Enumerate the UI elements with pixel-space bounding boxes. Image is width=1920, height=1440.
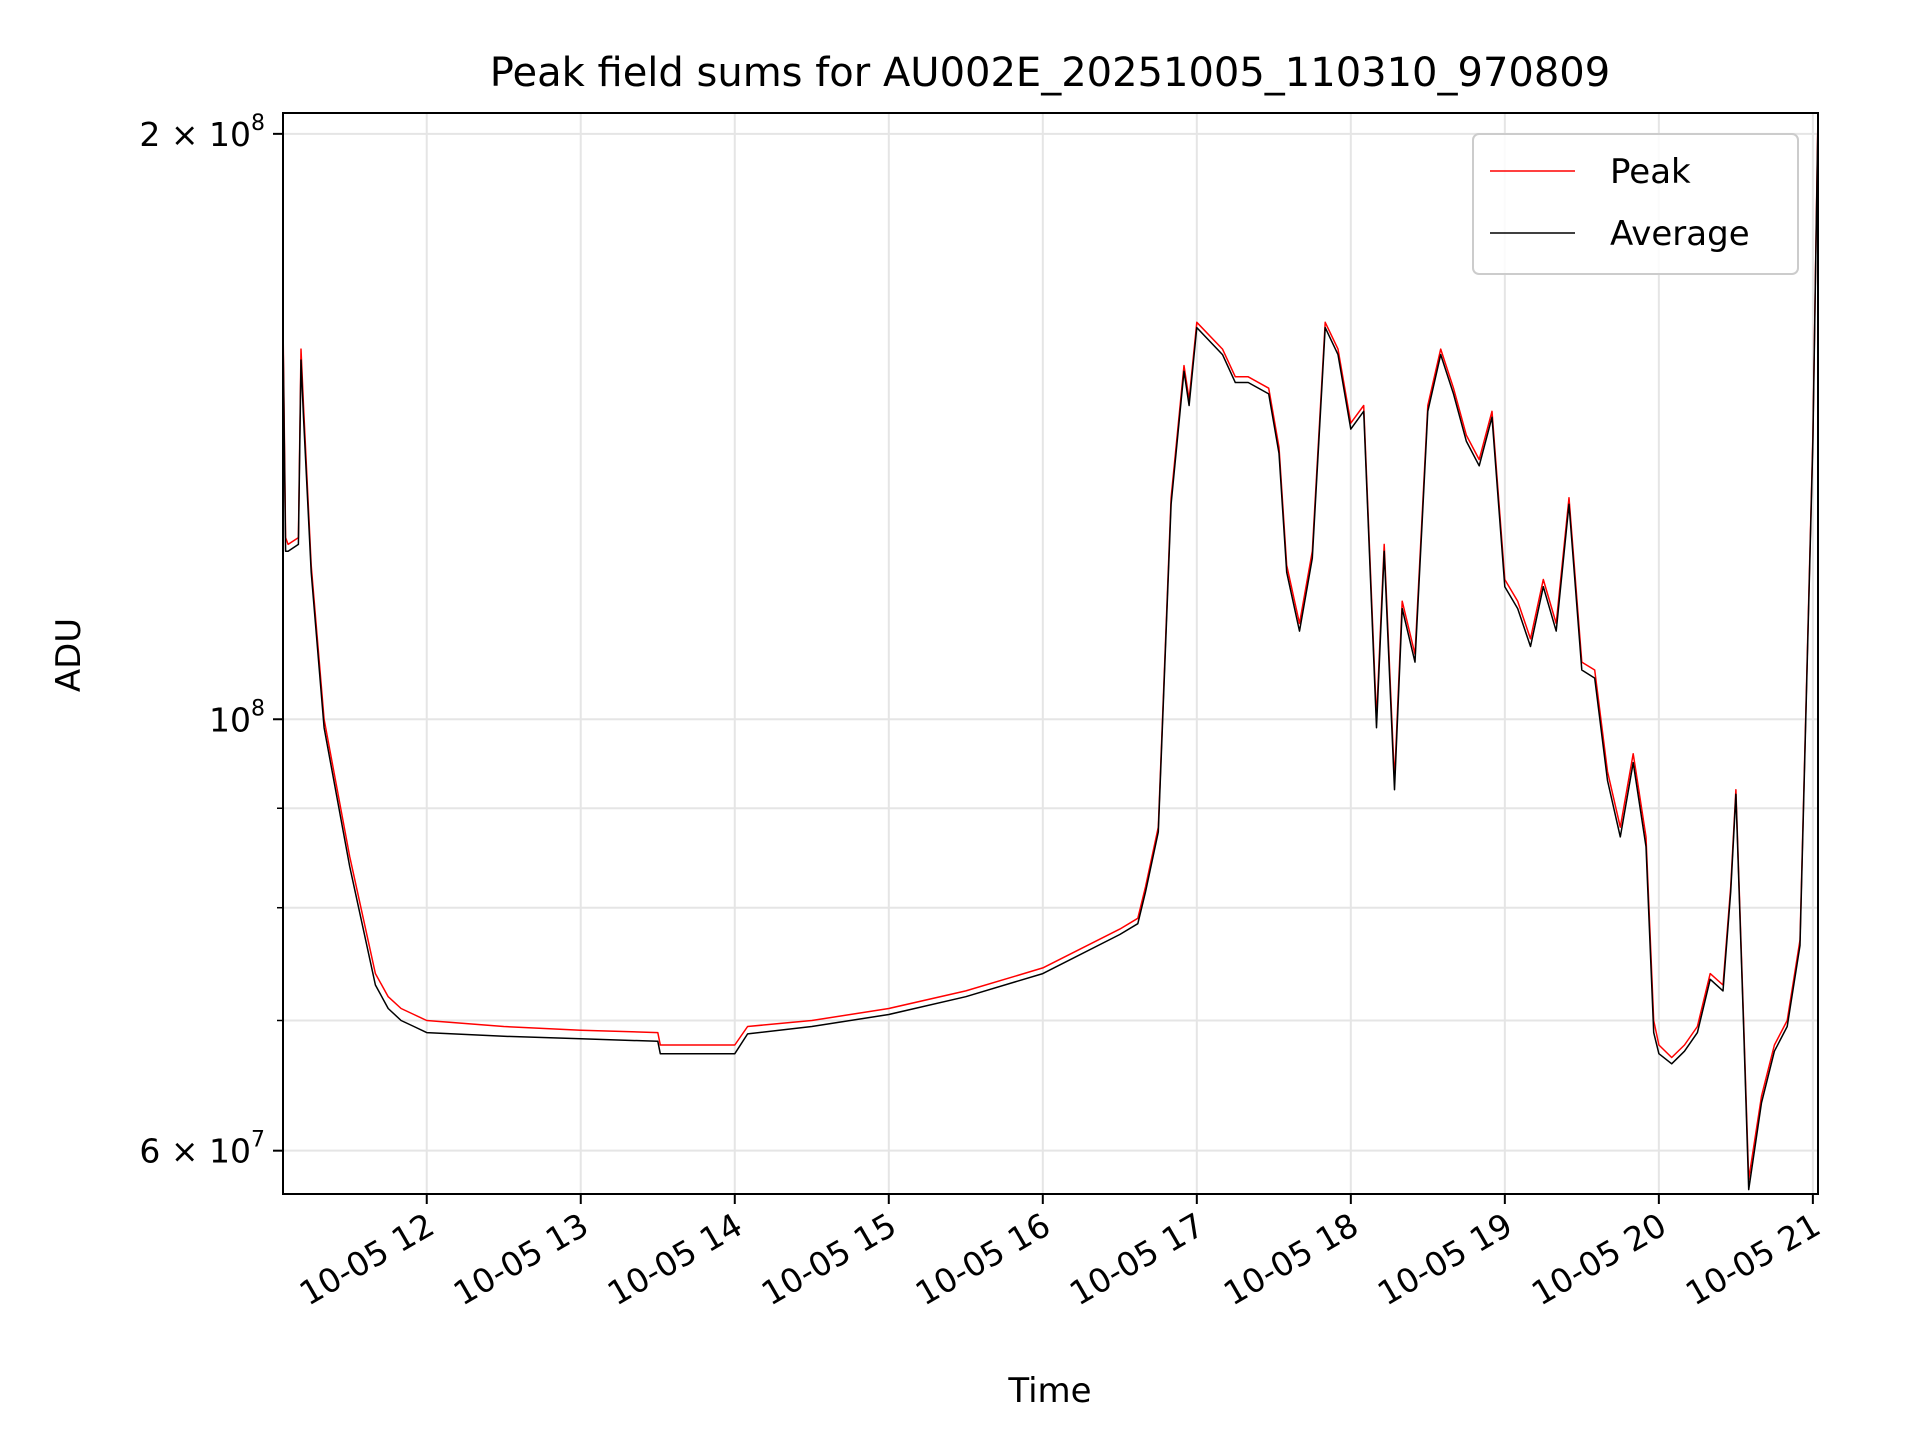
legend-label-average: Average	[1610, 214, 1750, 254]
y-tick-label: 6 × 107	[139, 1128, 265, 1171]
series-layer	[282, 112, 1819, 1191]
x-tick-label: 10-05 13	[447, 1205, 595, 1313]
x-tick-label: 10-05 12	[293, 1205, 441, 1313]
legend-label-peak: Peak	[1610, 152, 1691, 192]
x-tick-label: 10-05 15	[755, 1205, 903, 1313]
x-tick-label: 10-05 17	[1063, 1205, 1211, 1313]
y-tick-label: 108	[209, 696, 265, 739]
y-tick-label: 2 × 108	[139, 111, 265, 154]
y-tick-exponent: 7	[251, 1128, 265, 1153]
series-line-peak	[282, 112, 1819, 1181]
y-tick-exponent: 8	[251, 696, 265, 721]
y-tick-base: 10	[209, 700, 251, 739]
legend-box	[1472, 133, 1799, 275]
series-line-average	[282, 117, 1819, 1191]
x-tick-label: 10-05 20	[1525, 1205, 1673, 1313]
y-tick-base: 2 × 10	[139, 115, 251, 154]
x-tick-label: 10-05 19	[1371, 1205, 1519, 1313]
plot-border	[282, 112, 1819, 1195]
chart-title: Peak field sums for AU002E_20251005_1103…	[490, 50, 1610, 96]
plot-area	[283, 113, 1818, 1194]
x-axis: 10-05 12 10-05 13 10-05 14 10-05 15 10-05 16…	[293, 1194, 1827, 1313]
x-tick-label: 10-05 16	[909, 1205, 1057, 1313]
x-axis-label: Time	[1007, 1371, 1091, 1411]
x-tick-label: 10-05 14	[601, 1205, 749, 1313]
plot-frame	[282, 112, 1819, 1195]
y-axis-label: ADU	[49, 618, 89, 692]
x-tick-label: 10-05 21	[1679, 1205, 1827, 1313]
y-tick-exponent: 8	[251, 111, 265, 136]
y-tick-base: 6 × 10	[139, 1132, 251, 1171]
legend: Peak Average	[1472, 133, 1799, 275]
x-tick-label: 10-05 18	[1217, 1205, 1365, 1313]
